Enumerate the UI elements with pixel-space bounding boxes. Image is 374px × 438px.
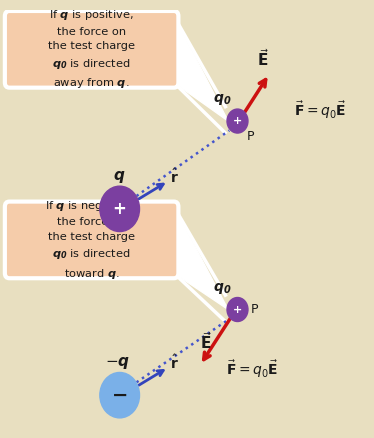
Text: If $\bfit{q}$ is negative ,
the force on
the test charge
$\bfit{q_0}$ is directe: If $\bfit{q}$ is negative , the force on… xyxy=(45,199,138,281)
Text: −: − xyxy=(111,386,128,405)
Polygon shape xyxy=(174,207,228,310)
FancyBboxPatch shape xyxy=(5,11,178,88)
Text: $-\bfit{q}$: $-\bfit{q}$ xyxy=(105,355,131,371)
Text: $\hat{\mathbf{r}}$: $\hat{\mathbf{r}}$ xyxy=(169,354,178,372)
Polygon shape xyxy=(174,16,228,121)
Text: $\bfit{q_0}$: $\bfit{q_0}$ xyxy=(213,92,232,107)
Text: $\vec{\mathbf{E}}$: $\vec{\mathbf{E}}$ xyxy=(257,49,270,70)
Text: $\vec{\mathbf{F}}=q_0\vec{\mathbf{E}}$: $\vec{\mathbf{F}}=q_0\vec{\mathbf{E}}$ xyxy=(294,99,346,121)
Text: $\vec{\mathbf{F}}=q_0\vec{\mathbf{E}}$: $\vec{\mathbf{F}}=q_0\vec{\mathbf{E}}$ xyxy=(226,359,279,380)
Text: +: + xyxy=(233,304,242,314)
Text: $\bfit{q}$: $\bfit{q}$ xyxy=(113,169,126,185)
Text: +: + xyxy=(113,200,127,218)
Circle shape xyxy=(227,297,248,321)
Circle shape xyxy=(227,109,248,133)
Text: $\hat{\mathbf{r}}$: $\hat{\mathbf{r}}$ xyxy=(169,168,178,186)
Text: P: P xyxy=(247,130,254,142)
Text: If $\bfit{q}$ is positive,
the force on
the test charge
$\bfit{q_0}$ is directed: If $\bfit{q}$ is positive, the force on … xyxy=(48,8,135,90)
Circle shape xyxy=(100,186,140,232)
Text: $\vec{\mathbf{E}}$: $\vec{\mathbf{E}}$ xyxy=(199,331,212,352)
Circle shape xyxy=(100,372,140,418)
FancyBboxPatch shape xyxy=(5,201,178,278)
Text: $\bfit{q_0}$: $\bfit{q_0}$ xyxy=(213,281,232,296)
Text: P: P xyxy=(251,303,258,316)
Text: +: + xyxy=(233,116,242,126)
